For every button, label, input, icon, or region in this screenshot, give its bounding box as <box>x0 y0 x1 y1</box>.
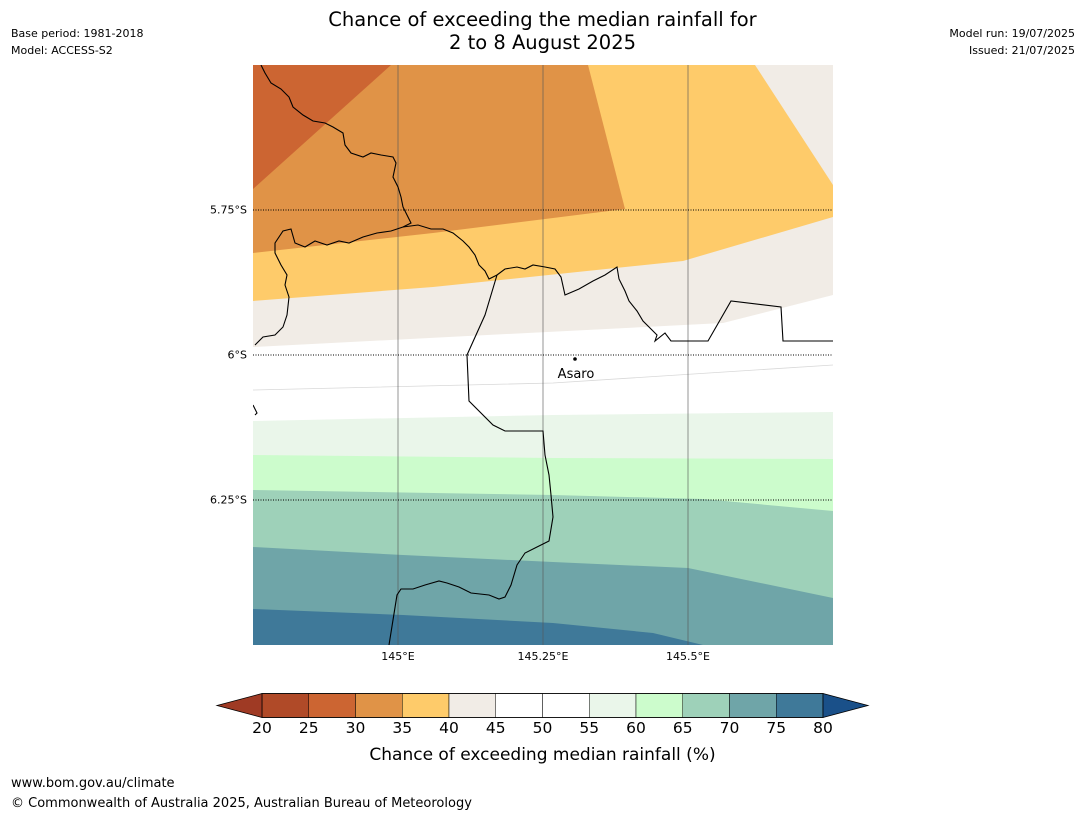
band-30-35 <box>253 65 625 253</box>
colorbar-tick-65: 65 <box>672 719 693 737</box>
colorbar-cell-30_35 <box>355 693 403 718</box>
colorbar-cell-65_70 <box>682 693 730 718</box>
lon-label-145: 145°E <box>381 650 415 663</box>
colorbar-tick-50: 50 <box>532 719 553 737</box>
colorbar-cell-70_75 <box>729 693 777 718</box>
colorbar-tick-60: 60 <box>626 719 646 737</box>
colorbar-tick-80: 80 <box>813 719 833 737</box>
colorbar-tick-35: 35 <box>392 719 413 737</box>
colorbar-tick-75: 75 <box>766 719 787 737</box>
contour-50 <box>253 364 833 391</box>
colorbar-tick-55: 55 <box>579 719 600 737</box>
lon-label-145-25: 145.25°E <box>517 650 569 663</box>
colorbar-cell-25_30 <box>308 693 356 718</box>
colorbar-tick-70: 70 <box>719 719 740 737</box>
colorbar-tick-40: 40 <box>439 719 459 737</box>
rainfall-map: Asaro <box>253 65 833 645</box>
meta-left: Base period: 1981-2018 Model: ACCESS-S2 <box>11 25 143 59</box>
meta-right: Model run: 19/07/2025 Issued: 21/07/2025 <box>949 25 1075 59</box>
colorbar-label: Chance of exceeding median rainfall (%) <box>369 745 716 765</box>
colorbar-cell-75_80 <box>776 693 824 718</box>
boundary-west-tick <box>253 404 258 416</box>
boundary-central <box>388 274 554 645</box>
colorbar-extend-outline <box>215 693 870 718</box>
colorbar-tick-30: 30 <box>345 719 366 737</box>
map-title: Chance of exceeding the median rainfall … <box>0 8 1085 54</box>
colorbar-cell-55_60 <box>589 693 637 718</box>
colorbar-cell-20_25 <box>261 693 309 718</box>
colorbar-extend-low <box>217 693 262 718</box>
footer-copyright: © Commonwealth of Australia 2025, Austra… <box>11 796 472 811</box>
title-line-1: Chance of exceeding the median rainfall … <box>328 8 757 31</box>
colorbar-tick-20: 20 <box>252 719 272 737</box>
band-75-80 <box>253 609 703 645</box>
lat-label-5-75: 5.75°S <box>210 203 247 217</box>
colorbar-tick-45: 45 <box>485 719 506 737</box>
issued-text: Issued: 21/07/2025 <box>968 44 1075 57</box>
footer-url: www.bom.gov.au/climate <box>11 776 175 791</box>
colorbar-tick-25: 25 <box>298 719 319 737</box>
colorbar-cell-40_45 <box>448 693 496 718</box>
boundary-northwest <box>254 65 412 346</box>
lat-label-6: 6°S <box>227 348 247 362</box>
lat-label-6-25: 6.25°S <box>210 493 247 507</box>
model-text: Model: ACCESS-S2 <box>11 44 113 57</box>
colorbar-cell-50_55 <box>542 693 590 718</box>
base-period-text: Base period: 1981-2018 <box>11 27 144 40</box>
model-run-text: Model run: 19/07/2025 <box>949 27 1075 40</box>
colorbar-frame <box>261 693 824 718</box>
lon-label-145-5: 145.5°E <box>666 650 710 663</box>
asaro-marker <box>573 357 577 361</box>
title-line-2: 2 to 8 August 2025 <box>448 31 637 54</box>
colorbar-cell-35_40 <box>402 693 450 718</box>
asaro-label: Asaro <box>558 367 595 382</box>
colorbar <box>215 693 870 718</box>
colorbar-cell-60_65 <box>635 693 683 718</box>
boundary-east <box>402 224 833 343</box>
colorbar-cell-45_50 <box>495 693 543 718</box>
colorbar-extend-high <box>823 693 868 718</box>
